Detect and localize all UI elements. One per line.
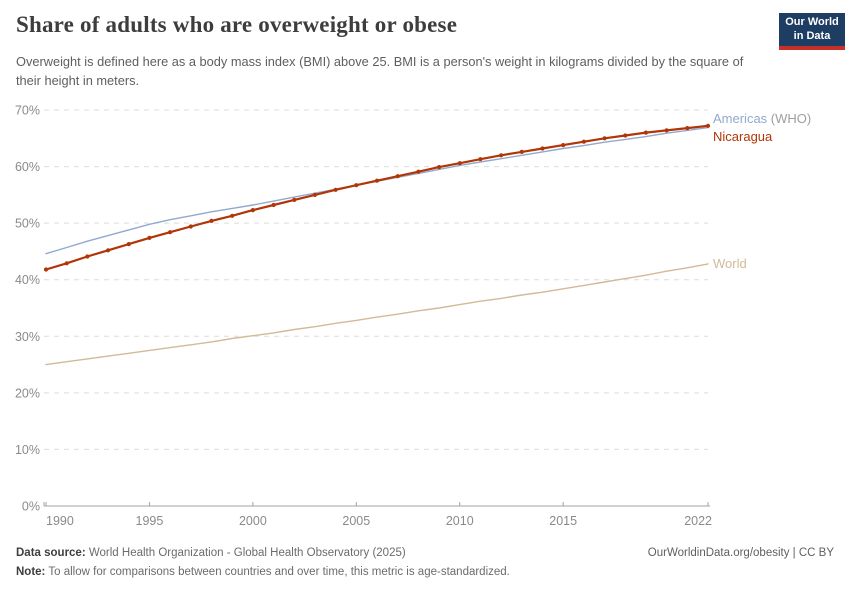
x-tick-label: 1990 [46, 514, 74, 528]
y-tick-label: 0% [22, 500, 40, 514]
data-point-nicaragua [395, 174, 400, 179]
data-point-nicaragua [188, 224, 193, 229]
data-point-nicaragua [540, 146, 545, 151]
data-point-nicaragua [209, 218, 214, 223]
data-point-nicaragua [685, 126, 690, 131]
series-line-americas[interactable] [45, 126, 709, 255]
data-point-nicaragua [333, 187, 338, 192]
data-point-nicaragua [126, 242, 131, 247]
data-point-nicaragua [478, 157, 483, 162]
data-point-nicaragua [643, 130, 649, 135]
data-point-nicaragua [602, 136, 607, 141]
data-point-nicaragua [43, 267, 49, 272]
series-line-world[interactable] [45, 263, 709, 366]
y-tick-label: 40% [15, 273, 40, 287]
y-tick-label: 30% [15, 330, 40, 344]
data-point-nicaragua [705, 123, 711, 128]
data-point-nicaragua [519, 149, 524, 154]
y-tick-label: 50% [15, 217, 40, 231]
page-subtitle: Overweight is defined here as a body mas… [16, 54, 744, 89]
data-point-nicaragua [168, 230, 173, 235]
data-point-nicaragua [292, 197, 297, 202]
x-tick-label: 2000 [239, 514, 267, 528]
data-point-nicaragua [374, 178, 380, 183]
x-tick-label: 1995 [136, 514, 164, 528]
page-title: Share of adults who are overweight or ob… [16, 12, 458, 37]
x-tick-label: 2015 [549, 514, 577, 528]
note-label: Note: [16, 566, 46, 578]
data-point-nicaragua [457, 161, 462, 166]
data-point-nicaragua [499, 153, 504, 158]
data-point-nicaragua [416, 169, 421, 174]
owid-logo-text: Our World in Data [785, 16, 839, 42]
data-point-nicaragua [354, 183, 359, 188]
data-point-nicaragua [271, 202, 276, 208]
data-point-nicaragua [147, 235, 152, 240]
series-label-nicaragua[interactable]: Nicaragua [713, 128, 773, 144]
data-point-nicaragua [64, 261, 69, 266]
series-label-americas-suffix: (WHO) [767, 110, 812, 126]
data-point-nicaragua [230, 213, 235, 218]
y-tick-label: 10% [15, 443, 40, 457]
data-point-nicaragua [312, 192, 317, 197]
y-tick-label: 60% [15, 160, 40, 174]
x-tick-label: 2005 [342, 514, 370, 528]
data-point-nicaragua [85, 254, 90, 259]
owid-logo[interactable]: Our World in Data [779, 13, 845, 50]
note-line: Note: To allow for comparisons between c… [16, 566, 510, 578]
data-point-nicaragua [250, 208, 255, 213]
data-point-nicaragua [106, 248, 111, 253]
y-tick-label: 70% [15, 104, 40, 118]
series-label-americas[interactable]: Americas (WHO) [713, 110, 812, 126]
data-source-line: Data source: World Health Organization -… [16, 547, 406, 559]
x-tick-label: 2010 [446, 514, 474, 528]
data-source-label: Data source: [16, 547, 86, 559]
y-tick-label: 20% [15, 386, 40, 400]
data-point-nicaragua [623, 133, 628, 138]
data-point-nicaragua [581, 139, 587, 144]
series-line-nicaragua[interactable] [44, 124, 710, 271]
data-point-nicaragua [437, 165, 442, 170]
series-label-world[interactable]: World [713, 255, 747, 271]
data-point-nicaragua [664, 128, 669, 133]
data-point-nicaragua [561, 143, 566, 148]
citation-link[interactable]: OurWorldinData.org/obesity | CC BY [647, 547, 834, 559]
x-tick-label: 2022 [684, 514, 712, 528]
